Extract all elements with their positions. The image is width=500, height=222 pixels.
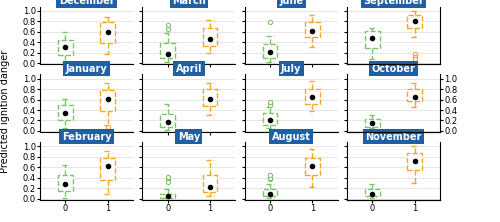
Title: November: November xyxy=(366,132,422,142)
PathPatch shape xyxy=(365,189,380,196)
Title: August: August xyxy=(272,132,310,142)
Title: February: February xyxy=(62,132,112,142)
PathPatch shape xyxy=(365,31,380,48)
PathPatch shape xyxy=(262,113,278,125)
PathPatch shape xyxy=(58,105,73,121)
PathPatch shape xyxy=(100,158,115,180)
PathPatch shape xyxy=(407,89,422,101)
Title: September: September xyxy=(363,0,424,6)
Title: March: March xyxy=(172,0,206,6)
PathPatch shape xyxy=(262,44,278,58)
PathPatch shape xyxy=(100,90,115,111)
PathPatch shape xyxy=(202,89,218,106)
PathPatch shape xyxy=(305,158,320,175)
PathPatch shape xyxy=(365,119,380,127)
PathPatch shape xyxy=(202,28,218,46)
Title: June: June xyxy=(279,0,303,6)
PathPatch shape xyxy=(262,189,278,196)
Title: December: December xyxy=(58,0,114,6)
Text: Predicted ignition danger: Predicted ignition danger xyxy=(0,49,10,173)
PathPatch shape xyxy=(58,40,73,55)
PathPatch shape xyxy=(202,175,218,192)
PathPatch shape xyxy=(160,194,175,198)
PathPatch shape xyxy=(305,89,320,104)
Title: May: May xyxy=(178,132,200,142)
Title: July: July xyxy=(281,64,301,74)
PathPatch shape xyxy=(305,22,320,37)
Title: October: October xyxy=(372,64,416,74)
PathPatch shape xyxy=(160,114,175,127)
Title: January: January xyxy=(66,64,108,74)
PathPatch shape xyxy=(160,43,175,58)
PathPatch shape xyxy=(407,15,422,28)
Title: April: April xyxy=(176,64,202,74)
PathPatch shape xyxy=(58,175,73,191)
PathPatch shape xyxy=(407,153,422,170)
PathPatch shape xyxy=(100,22,115,43)
